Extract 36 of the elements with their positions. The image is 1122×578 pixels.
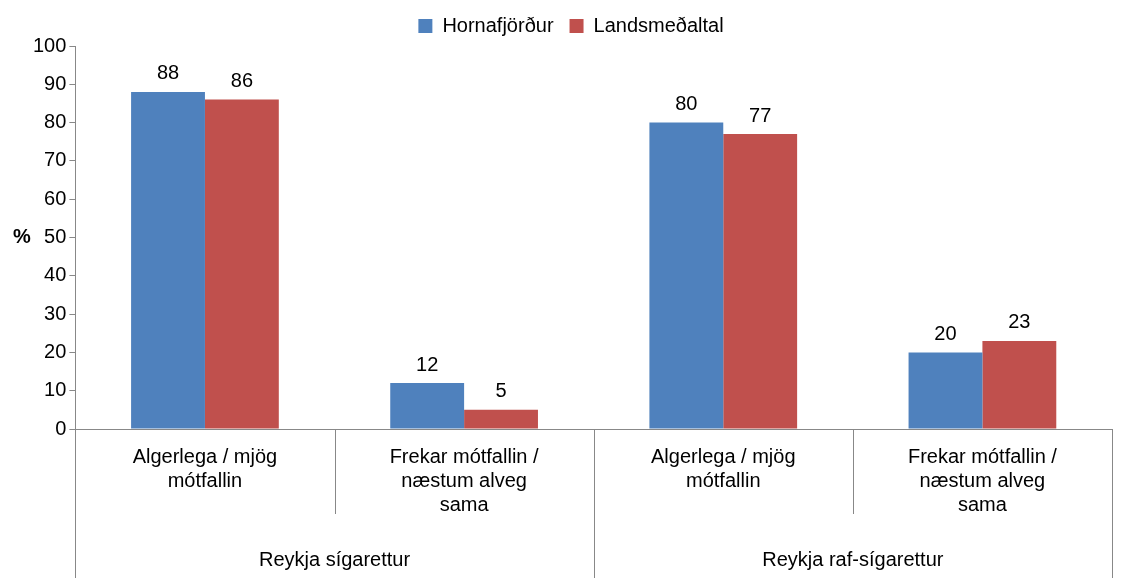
y-axis-title: % <box>13 225 32 248</box>
x-tick-label: Frekar mótfallin / næstum alveg sama <box>389 444 540 515</box>
y-tick-label: 70 <box>44 148 67 171</box>
data-label: 23 <box>1008 310 1031 333</box>
bar <box>390 383 465 429</box>
data-label: 88 <box>156 61 180 84</box>
x-tick-label: Algerlega / mjög mótfallin <box>132 444 278 491</box>
text: Reykja sígarettur <box>258 547 411 570</box>
data-label: 77 <box>749 103 772 126</box>
y-tick-label: 40 <box>44 263 67 286</box>
y-tick-label: 90 <box>44 71 67 94</box>
bar <box>982 340 1057 429</box>
x-tick-label: Algerlega / mjög mótfallin <box>651 444 796 491</box>
bar <box>204 99 279 429</box>
y-tick-label: 10 <box>44 378 67 401</box>
bar <box>723 134 798 429</box>
y-tick-label: 50 <box>44 225 67 248</box>
y-tick-label: 80 <box>44 110 67 133</box>
data-label: 12 <box>416 352 439 375</box>
y-tick-label: 30 <box>44 301 67 324</box>
legend-label: Landsmeðaltal <box>593 13 724 36</box>
data-label: 20 <box>934 321 957 344</box>
bar <box>464 409 538 429</box>
y-tick-label: 100 <box>32 33 67 56</box>
data-label: 5 <box>495 379 507 402</box>
x-tick-label: Frekar mótfallin / næstum alveg sama <box>907 444 1058 515</box>
legend-label: Hornafjörður <box>442 13 554 36</box>
data-label: 86 <box>230 69 253 92</box>
bar <box>131 91 205 429</box>
text: Reykja raf-sígarettur <box>762 547 944 570</box>
y-tick-label: 60 <box>44 186 67 209</box>
y-tick-label: 20 <box>44 339 67 362</box>
data-label: 80 <box>675 92 698 115</box>
bar <box>649 122 724 429</box>
y-tick-label: 0 <box>55 416 67 439</box>
bar <box>908 352 983 429</box>
